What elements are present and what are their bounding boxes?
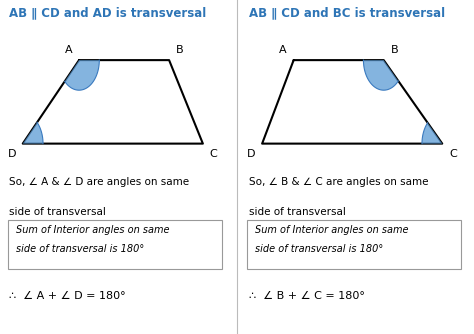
Text: B: B — [176, 45, 183, 55]
Text: So, ∠ A & ∠ D are angles on same: So, ∠ A & ∠ D are angles on same — [9, 177, 190, 187]
Text: ∴  ∠ A + ∠ D = 180°: ∴ ∠ A + ∠ D = 180° — [9, 291, 126, 301]
FancyBboxPatch shape — [8, 220, 222, 269]
Text: B: B — [391, 45, 398, 55]
Text: AB ∥ CD and BC is transversal: AB ∥ CD and BC is transversal — [248, 7, 445, 20]
Polygon shape — [422, 123, 442, 144]
Text: D: D — [247, 149, 255, 159]
Text: side of transversal is 180°: side of transversal is 180° — [255, 244, 383, 254]
Text: A: A — [279, 45, 287, 55]
Text: C: C — [210, 149, 218, 159]
Text: side of transversal is 180°: side of transversal is 180° — [16, 244, 144, 254]
Text: ∴  ∠ B + ∠ C = 180°: ∴ ∠ B + ∠ C = 180° — [248, 291, 365, 301]
Text: D: D — [8, 149, 16, 159]
Text: AB ∥ CD and AD is transversal: AB ∥ CD and AD is transversal — [9, 7, 207, 20]
Text: side of transversal: side of transversal — [9, 207, 106, 217]
Text: Sum of Interior angles on same: Sum of Interior angles on same — [16, 225, 170, 235]
Polygon shape — [65, 60, 99, 90]
FancyBboxPatch shape — [247, 220, 461, 269]
Polygon shape — [364, 60, 398, 90]
Text: C: C — [449, 149, 457, 159]
Text: A: A — [64, 45, 72, 55]
Text: Sum of Interior angles on same: Sum of Interior angles on same — [255, 225, 409, 235]
Text: side of transversal: side of transversal — [248, 207, 346, 217]
Polygon shape — [23, 122, 43, 144]
Text: So, ∠ B & ∠ C are angles on same: So, ∠ B & ∠ C are angles on same — [248, 177, 428, 187]
